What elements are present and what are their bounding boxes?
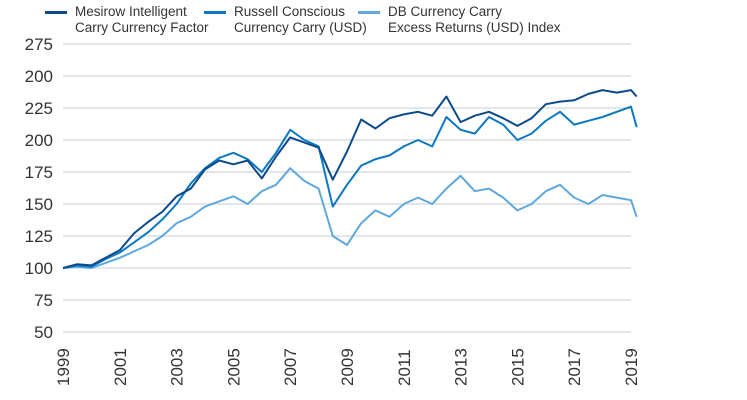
legend-label: Russell Conscious Currency Carry (USD): [234, 4, 367, 35]
y-tick-label: 50: [34, 323, 53, 342]
x-tick-label: 2005: [224, 348, 243, 386]
legend-item-db: DB Currency Carry Excess Returns (USD) I…: [358, 4, 561, 36]
x-tick-label: 2019: [622, 348, 641, 386]
x-tick-label: 2007: [281, 348, 300, 386]
legend-swatch: [45, 11, 67, 14]
y-tick-label: 125: [25, 227, 53, 246]
series-line-mesirow: [62, 89, 638, 269]
y-tick-label: 275: [25, 35, 53, 54]
legend: Mesirow Intelligent Carry Currency Facto…: [0, 4, 747, 40]
x-tick-label: 2003: [168, 348, 187, 386]
y-tick-label: 200: [25, 131, 53, 150]
legend-item-russell: Russell Conscious Currency Carry (USD): [204, 4, 367, 36]
legend-label: DB Currency Carry Excess Returns (USD) I…: [388, 4, 561, 35]
series-line-russell: [62, 105, 638, 269]
y-tick-label: 150: [25, 195, 53, 214]
legend-item-mesirow: Mesirow Intelligent Carry Currency Facto…: [45, 4, 209, 36]
x-tick-label: 2009: [338, 348, 357, 386]
series-line-db: [62, 167, 638, 269]
legend-label: Mesirow Intelligent Carry Currency Facto…: [75, 4, 209, 35]
legend-swatch: [204, 11, 226, 14]
x-tick-label: 2017: [565, 348, 584, 386]
x-tick-label: 2015: [508, 348, 527, 386]
y-tick-label: 225: [25, 99, 53, 118]
y-tick-label: 200: [25, 67, 53, 86]
y-tick-label: 100: [25, 259, 53, 278]
legend-swatch: [358, 11, 380, 14]
y-tick-label: 175: [25, 163, 53, 182]
x-tick-label: 1999: [54, 348, 73, 386]
x-tick-label: 2001: [111, 348, 130, 386]
y-tick-label: 75: [34, 291, 53, 310]
x-tick-label: 2013: [452, 348, 471, 386]
x-tick-label: 2011: [395, 349, 414, 386]
